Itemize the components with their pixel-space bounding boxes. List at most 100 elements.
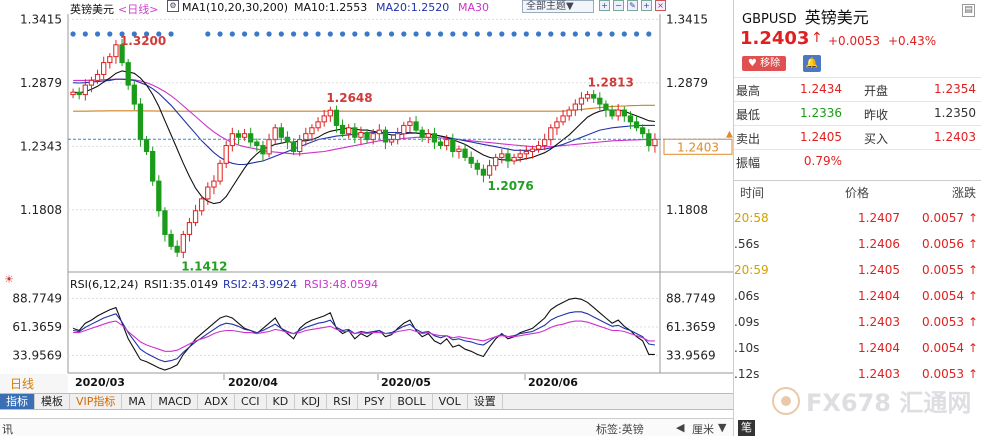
candle <box>107 56 113 64</box>
event-dot[interactable] <box>229 31 235 37</box>
nav-label[interactable]: 厘米 <box>692 423 714 436</box>
close-icon[interactable]: × <box>655 0 666 11</box>
event-dot[interactable] <box>119 31 125 37</box>
event-dot[interactable] <box>535 31 542 37</box>
nav-next-icon[interactable]: ▼ <box>718 421 727 434</box>
candle <box>401 124 407 135</box>
chart-area[interactable]: 英镑美元 <日线> ⚙ MA1(10,20,30,200) MA10:1.255… <box>0 0 733 436</box>
tab-boll[interactable]: BOLL <box>391 394 433 409</box>
quote-row: 最高 1.2434 开盘 1.2354 <box>734 77 981 99</box>
candle <box>505 153 511 162</box>
tab-vip-indicators[interactable]: VIP指标 <box>70 394 123 409</box>
tab-kd[interactable]: KD <box>267 394 296 409</box>
event-dot[interactable] <box>168 31 174 37</box>
tab-rsi[interactable]: RSI <box>327 394 359 409</box>
event-dot[interactable] <box>70 31 76 37</box>
tab-kdj[interactable]: KDJ <box>295 394 328 409</box>
event-dot[interactable] <box>401 31 407 37</box>
candle <box>119 44 125 64</box>
tab-psy[interactable]: PSY <box>358 394 392 409</box>
event-dot[interactable] <box>217 31 223 37</box>
crosshair-icon[interactable]: + <box>641 0 652 11</box>
event-dot[interactable] <box>474 31 480 37</box>
tab-indicators[interactable]: 指标 <box>0 394 35 409</box>
tab-templates[interactable]: 模板 <box>35 394 70 409</box>
alert-bell-button[interactable]: 🔔 <box>803 55 821 72</box>
candle <box>425 133 431 138</box>
candle <box>241 133 248 138</box>
event-dot[interactable] <box>107 31 113 37</box>
event-dot[interactable] <box>278 31 284 37</box>
tick-up-arrow-icon: ↑ <box>967 289 978 303</box>
period-tag[interactable]: 日线 <box>10 377 34 391</box>
theme-select[interactable]: 全部主题▼ <box>522 0 594 13</box>
event-dot[interactable] <box>609 31 615 37</box>
tab-ma[interactable]: MA <box>122 394 153 409</box>
event-dot[interactable] <box>584 31 591 37</box>
event-dot[interactable] <box>131 31 137 37</box>
candle <box>150 150 156 182</box>
tag-search-label[interactable]: 标签:英镑 <box>596 423 644 436</box>
event-dot[interactable] <box>352 31 358 37</box>
candle <box>615 109 621 117</box>
event-dot[interactable] <box>560 31 566 37</box>
event-dot[interactable] <box>437 31 444 37</box>
event-dot[interactable] <box>646 31 652 37</box>
period-label[interactable]: <日线> <box>118 3 159 16</box>
remove-watchlist-button[interactable]: ♥ 移除 <box>742 56 786 71</box>
event-dot[interactable] <box>94 31 101 37</box>
event-dot[interactable] <box>290 31 297 37</box>
tab-cci[interactable]: CCI <box>235 394 267 409</box>
remove-label: 移除 <box>760 58 781 69</box>
panel-menu-icon[interactable]: ▤ <box>962 4 975 17</box>
event-dot[interactable] <box>462 31 468 37</box>
quote-value: 1.2350 <box>934 106 976 120</box>
event-dot[interactable] <box>266 31 272 37</box>
ma-settings-icon[interactable]: ⚙ <box>167 0 179 12</box>
tab-settings[interactable]: 设置 <box>468 394 503 409</box>
event-dot[interactable] <box>621 31 627 37</box>
event-dot[interactable] <box>499 31 505 37</box>
zoom-out-icon[interactable]: − <box>613 0 624 11</box>
event-dot[interactable] <box>572 31 578 37</box>
quote-name: 英镑美元 <box>804 8 869 27</box>
event-dot[interactable] <box>523 31 529 37</box>
draw-tool-icon[interactable]: ✎ <box>627 0 638 11</box>
event-dot[interactable] <box>241 31 248 37</box>
rsi-settings-icon[interactable]: ☀ <box>4 273 14 286</box>
event-dot[interactable] <box>254 31 260 37</box>
event-dot[interactable] <box>597 31 603 37</box>
price-axis-label-left: 1.3415 <box>20 12 62 26</box>
event-dot[interactable] <box>315 31 321 37</box>
tick-price: 1.2403 <box>858 367 900 381</box>
candlestick-chart[interactable]: 1.3200 1.1412 1.2648 1.2076 1.2813 1.341… <box>0 0 733 395</box>
event-dot[interactable] <box>511 31 517 37</box>
candle <box>217 162 223 182</box>
tab-vol[interactable]: VOL <box>433 394 468 409</box>
event-markers[interactable] <box>70 31 652 37</box>
event-dot[interactable] <box>388 31 395 37</box>
event-dot[interactable] <box>425 31 431 37</box>
event-dot[interactable] <box>156 31 162 37</box>
tab-macd[interactable]: MACD <box>152 394 199 409</box>
event-dot[interactable] <box>376 31 382 37</box>
event-dot[interactable] <box>633 31 640 37</box>
event-dot[interactable] <box>205 31 211 37</box>
event-dot[interactable] <box>143 31 150 37</box>
event-dot[interactable] <box>364 31 370 37</box>
candle <box>511 156 517 162</box>
event-dot[interactable] <box>303 31 309 37</box>
tick-row: .56s 1.2406 0.0056 ↑ <box>734 231 981 257</box>
event-dot[interactable] <box>486 31 493 37</box>
candle <box>523 150 529 155</box>
event-dot[interactable] <box>82 31 88 37</box>
tab-adx[interactable]: ADX <box>198 394 235 409</box>
event-dot[interactable] <box>450 31 456 37</box>
event-dot[interactable] <box>327 31 333 37</box>
nav-prev-icon[interactable]: ◀ <box>676 421 685 434</box>
quote-value: 1.2336 <box>800 106 842 120</box>
event-dot[interactable] <box>339 31 346 37</box>
event-dot[interactable] <box>548 31 554 37</box>
event-dot[interactable] <box>413 31 419 37</box>
zoom-in-icon[interactable]: + <box>599 0 610 11</box>
